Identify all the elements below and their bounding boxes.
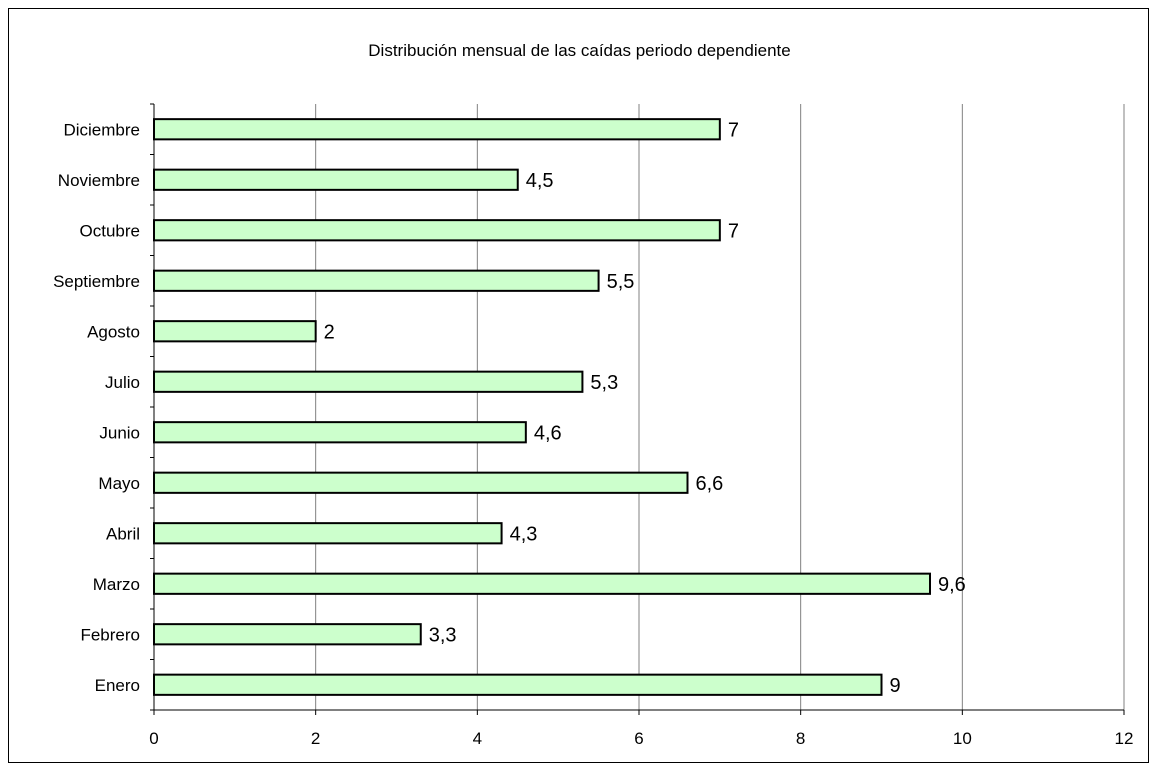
bar-septiembre bbox=[153, 269, 600, 292]
bar-mayo bbox=[153, 471, 689, 494]
y-tick-label: Diciembre bbox=[63, 120, 140, 139]
bar-octubre bbox=[153, 219, 721, 242]
y-tick-label: Enero bbox=[95, 676, 140, 695]
data-label: 3,3 bbox=[429, 624, 457, 646]
y-tick-label: Abril bbox=[106, 524, 140, 543]
data-label: 5,3 bbox=[590, 372, 618, 394]
data-label: 7 bbox=[728, 220, 739, 242]
y-tick-label: Agosto bbox=[87, 322, 140, 341]
x-tick-label: 10 bbox=[953, 729, 972, 748]
x-tick-label: 6 bbox=[634, 729, 643, 748]
data-label: 9,6 bbox=[938, 574, 966, 596]
x-tick-label: 2 bbox=[311, 729, 320, 748]
data-label: 4,5 bbox=[526, 170, 554, 192]
chart-title: Distribución mensual de las caídas perio… bbox=[368, 41, 791, 60]
data-label: 7 bbox=[728, 119, 739, 141]
y-tick-label: Noviembre bbox=[58, 171, 140, 190]
bar-abril bbox=[153, 522, 503, 545]
data-label: 4,6 bbox=[534, 422, 562, 444]
y-tick-label: Septiembre bbox=[53, 272, 140, 291]
y-tick-label: Marzo bbox=[93, 575, 140, 594]
y-tick-label: Octubre bbox=[80, 221, 140, 240]
y-tick-label: Junio bbox=[99, 423, 140, 442]
bar-julio bbox=[153, 370, 584, 393]
y-tick-label: Julio bbox=[105, 373, 140, 392]
data-label: 5,5 bbox=[607, 271, 635, 293]
data-label: 6,6 bbox=[696, 473, 724, 495]
y-tick-label: Mayo bbox=[98, 474, 140, 493]
data-label: 2 bbox=[324, 321, 335, 343]
bar-junio bbox=[153, 421, 527, 444]
bar-noviembre bbox=[153, 168, 519, 191]
data-label: 4,3 bbox=[510, 523, 538, 545]
bar-agosto bbox=[153, 320, 317, 343]
y-tick-label: Febrero bbox=[80, 625, 140, 644]
bar-diciembre bbox=[153, 118, 721, 141]
x-tick-label: 12 bbox=[1115, 729, 1134, 748]
bar-enero bbox=[153, 673, 883, 696]
bar-marzo bbox=[153, 572, 931, 595]
bar-febrero bbox=[153, 623, 422, 646]
x-tick-label: 8 bbox=[796, 729, 805, 748]
x-tick-label: 0 bbox=[149, 729, 158, 748]
data-label: 9 bbox=[890, 675, 901, 697]
x-tick-label: 4 bbox=[473, 729, 482, 748]
